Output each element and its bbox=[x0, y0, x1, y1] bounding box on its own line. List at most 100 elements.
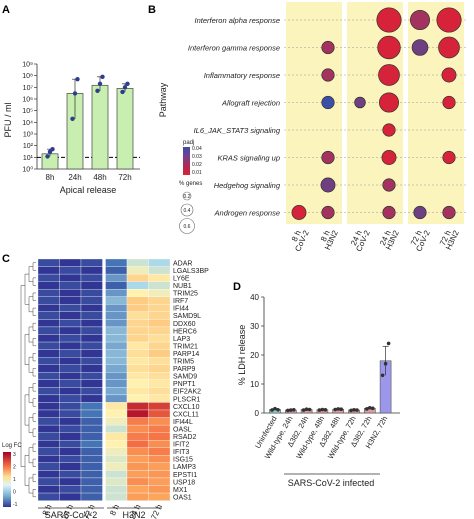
panel-a-y-tick-label: 10³ bbox=[23, 132, 34, 139]
heatmap-cell bbox=[148, 372, 171, 380]
size-legend-title: % genes bbox=[179, 181, 202, 187]
panel-a-point bbox=[75, 76, 80, 82]
dendrogram-branch bbox=[32, 489, 36, 498]
heatmap-cell bbox=[59, 266, 82, 275]
panel-b-pathway-label: Androgen response bbox=[214, 209, 280, 218]
heatmap-cell bbox=[148, 424, 171, 433]
panel-b-y-label: Pathway bbox=[158, 82, 168, 117]
heatmap-cell bbox=[37, 477, 60, 486]
panel-a-bars bbox=[41, 74, 134, 170]
panel-a-bar bbox=[116, 88, 134, 170]
panel-b-dot bbox=[436, 7, 462, 33]
heatmap-cell bbox=[59, 455, 82, 463]
heatmap-gene-label: TRIM21 bbox=[173, 343, 198, 350]
heatmap-gene-label: IFI44 bbox=[173, 306, 189, 313]
panel-d-point bbox=[304, 407, 309, 412]
heatmap-cell bbox=[80, 304, 103, 312]
panel-b-dot bbox=[411, 39, 429, 56]
heatmap-cell bbox=[80, 364, 103, 373]
heatmap-gene-label: IFIT2 bbox=[173, 442, 189, 449]
heatmap-cell bbox=[80, 394, 103, 403]
heatmap-cell bbox=[80, 379, 103, 388]
panel-b-dot bbox=[321, 95, 335, 110]
panel-d-point bbox=[276, 408, 280, 412]
heatmap-cell bbox=[59, 432, 82, 441]
dendrogram-branch bbox=[32, 443, 36, 452]
dendrogram-branch bbox=[28, 266, 33, 282]
panel-a-y-ticks: 10⁰ 10¹ 10² 10³ 10⁴ 10⁵ 10⁶ 10⁷ 10⁸ 10⁹ bbox=[22, 62, 140, 174]
heatmap-cell bbox=[126, 402, 149, 411]
heatmap-cell bbox=[80, 349, 103, 358]
dendrogram-branch bbox=[24, 455, 29, 486]
heatmap-cell bbox=[126, 289, 149, 297]
heatmap-cell bbox=[126, 424, 149, 433]
heatmap-cell bbox=[148, 258, 171, 267]
dendrogram-branch bbox=[32, 307, 36, 316]
heatmap-cell bbox=[80, 455, 103, 463]
heatmap-cell bbox=[105, 281, 128, 290]
heatmap-cell bbox=[59, 394, 82, 403]
heatmap-cell bbox=[80, 432, 103, 441]
heatmap-cell bbox=[148, 266, 171, 275]
heatmap-cell bbox=[37, 319, 60, 328]
heatmap-cell bbox=[105, 417, 128, 426]
heatmap-cell bbox=[80, 492, 103, 501]
panel-b-dot bbox=[291, 205, 307, 220]
panel-b-pathway-label: Inflammatory response bbox=[204, 71, 280, 80]
heatmap-cell bbox=[126, 394, 149, 403]
heatmap-cell bbox=[105, 364, 128, 373]
heatmap-cell bbox=[126, 470, 149, 479]
heatmap-cell bbox=[37, 356, 60, 365]
heatmap-cell bbox=[148, 296, 171, 305]
heatmap-cell bbox=[59, 319, 82, 328]
heatmap-cell bbox=[148, 334, 171, 343]
heatmap-cell bbox=[148, 440, 171, 448]
heatmap-gene-label: PNPT1 bbox=[173, 381, 196, 388]
size-legend-circle bbox=[180, 203, 194, 217]
size-legend: 0.2 0.4 0.6 bbox=[179, 191, 195, 234]
heatmap-cell bbox=[37, 364, 60, 373]
panel-d-y-tick-label: 40 bbox=[250, 293, 259, 302]
panel-b-pathway-label: IL6_JAK_STAT3 signaling bbox=[194, 126, 281, 135]
heatmap-cell bbox=[37, 258, 60, 267]
panel-d-point bbox=[286, 408, 290, 413]
heatmap-gene-label: SAMD9 bbox=[173, 374, 197, 381]
panel-a-point bbox=[72, 91, 78, 96]
panel-d-y-tick-label: 10 bbox=[250, 380, 259, 389]
heatmap-cell bbox=[126, 372, 149, 380]
heatmap-cell bbox=[105, 424, 128, 433]
heatmap-cell bbox=[37, 409, 60, 418]
panel-d-point bbox=[386, 341, 391, 346]
heatmap-cell bbox=[80, 296, 103, 305]
heatmap-cell bbox=[148, 462, 171, 471]
panel-a-y-tick-label: 10⁷ bbox=[23, 85, 34, 92]
panel-d-point bbox=[307, 407, 312, 412]
panel-d-point bbox=[301, 408, 306, 412]
heatmap-gene-labels: ADARLGALS3BPLY6ENUB1TRIM25IRF7IFI44SAMD9… bbox=[173, 260, 209, 501]
dendrogram-branch bbox=[32, 383, 36, 392]
heatmap-cell bbox=[126, 485, 149, 494]
panel-b-dot bbox=[320, 177, 336, 193]
panel-d-point bbox=[368, 405, 372, 410]
panel-b-pathway-label: Interferon alpha response bbox=[195, 16, 280, 25]
panel-b-dot bbox=[379, 92, 400, 113]
padj-legend-tick: 0.04 bbox=[192, 146, 202, 152]
panel-a-x-tick-label: 72h bbox=[118, 173, 131, 182]
dendrogram-branch bbox=[28, 326, 33, 343]
dendrogram-branch bbox=[32, 338, 36, 347]
heatmap-cell bbox=[126, 364, 149, 373]
heatmap-gene-label: MX1 bbox=[173, 487, 188, 494]
panel-d-point bbox=[339, 407, 344, 412]
heatmap-gene-label: TRIM5 bbox=[173, 359, 194, 366]
dendrogram-branch bbox=[32, 322, 36, 331]
panel-d-point bbox=[349, 408, 353, 413]
logfc-legend-tick: 1 bbox=[13, 477, 16, 483]
heatmap-gene-label: EPSTI1 bbox=[173, 472, 197, 479]
heatmap-cell bbox=[148, 289, 171, 297]
dendrogram-branch bbox=[32, 262, 36, 271]
heatmap-gene-label: PLSCR1 bbox=[173, 396, 200, 403]
heatmap-cell bbox=[126, 492, 149, 501]
heatmap-gene-label: IRF7 bbox=[173, 298, 188, 305]
heatmap-cell bbox=[80, 424, 103, 433]
